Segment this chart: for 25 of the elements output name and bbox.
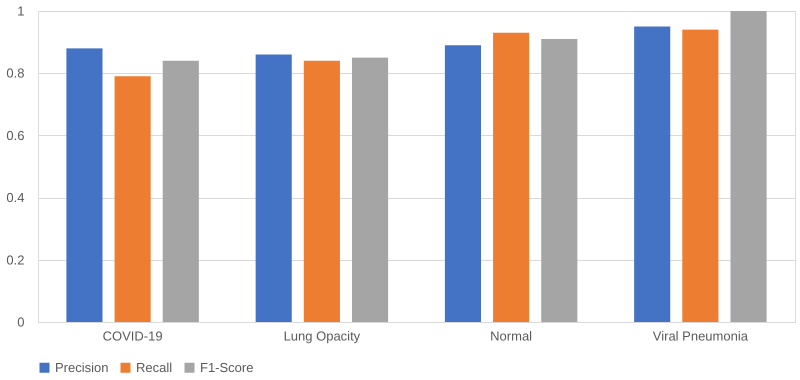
legend-label: Precision <box>55 360 108 375</box>
bar <box>444 45 482 322</box>
x-tick-label: COVID-19 <box>102 328 163 344</box>
bar <box>352 58 388 322</box>
y-tick-label: 0.2 <box>6 252 24 268</box>
bar <box>682 30 718 322</box>
legend-label: F1-Score <box>200 360 254 375</box>
x-tick-label: Lung Opacity <box>284 328 361 344</box>
bar <box>162 60 199 322</box>
bar <box>730 11 767 322</box>
y-tick-label: 0 <box>17 314 24 330</box>
y-tick-label: 1 <box>17 4 24 18</box>
legend-label: Recall <box>136 360 172 375</box>
y-tick-label: 0.4 <box>6 190 24 206</box>
x-tick-label: Viral Pneumonia <box>652 328 749 344</box>
bar <box>256 54 292 322</box>
bar <box>634 26 670 322</box>
bar <box>541 38 578 322</box>
x-tick-label: Normal <box>490 328 532 344</box>
bar <box>114 76 151 322</box>
y-tick-label: 0.6 <box>6 128 24 143</box>
y-tick-label: 0.8 <box>6 66 24 81</box>
bar <box>66 48 103 322</box>
bar <box>493 32 530 322</box>
bar <box>304 60 340 322</box>
